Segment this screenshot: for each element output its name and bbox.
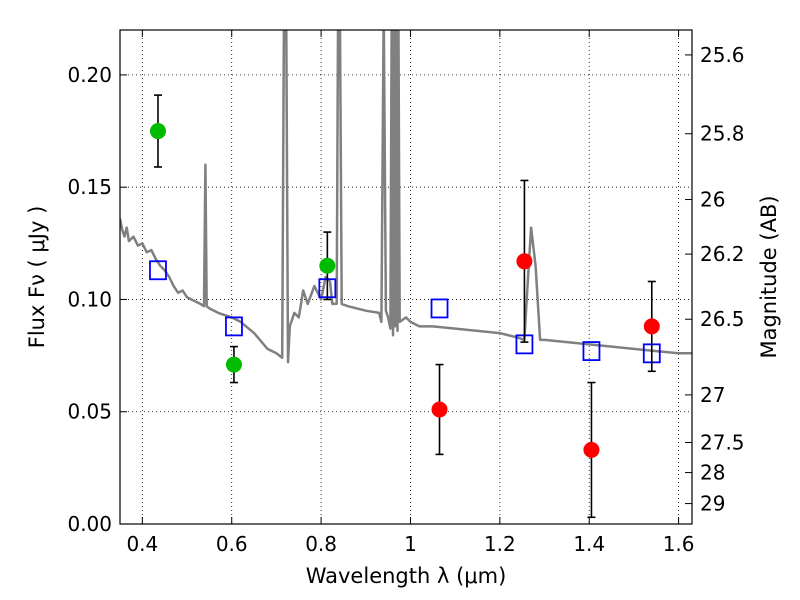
- observed-flux-point: [431, 401, 448, 418]
- plot-frame: [119, 29, 693, 525]
- model-spectrum-line: [120, 30, 692, 364]
- observed-flux-point: [516, 253, 533, 270]
- y-axis-label: Flux Fν ( μJy ): [25, 206, 49, 349]
- observed-flux-point: [149, 123, 166, 140]
- x-tick-label: 1: [404, 532, 417, 556]
- model-photometry-square: [582, 341, 601, 362]
- x-tick-label: 1.2: [484, 532, 516, 556]
- model-photometry-square: [430, 298, 449, 319]
- y2-tick-label: 27: [700, 383, 725, 407]
- spectrum-layer: [120, 30, 692, 364]
- y2-tick-label: 26: [700, 188, 725, 212]
- y-tick-label: 0.00: [67, 512, 112, 536]
- y-tick-label: 0.05: [67, 400, 112, 424]
- model-photometry-square: [149, 260, 167, 281]
- y2-tick-label: 27.5: [700, 430, 745, 454]
- y2-axis-label: Magnitude (AB): [757, 195, 781, 358]
- observed-flux-point: [319, 257, 336, 274]
- x-tick-label: 0.4: [126, 532, 158, 556]
- y2-tick-label: 26.2: [700, 242, 745, 266]
- y2-tick-label: 25.8: [700, 122, 745, 146]
- x-tick-label: 1.6: [663, 532, 695, 556]
- y-tick-label: 0.15: [67, 175, 112, 199]
- x-tick-label: 0.8: [305, 532, 337, 556]
- x-tick-label: 0.6: [216, 532, 248, 556]
- x-tick-label: 1.4: [573, 532, 605, 556]
- y2-tick-label: 25.6: [700, 43, 745, 67]
- axis-ticks: 0.4 0.6 0.8 1 1.2 1.4 1.6 0.00 0.05 0.10 0.15 0.20 2…: [67, 30, 745, 556]
- y-tick-label: 0.10: [67, 287, 112, 311]
- observed-flux-point: [583, 441, 600, 458]
- x-axis-label: Wavelength λ (μm): [306, 564, 507, 588]
- observed-flux-point: [643, 318, 660, 335]
- y2-tick-label: 29: [700, 492, 725, 516]
- y2-tick-label: 26.5: [700, 307, 745, 331]
- y2-tick-label: 28: [700, 461, 725, 485]
- data-points-layer: [149, 94, 661, 519]
- observed-flux-point: [225, 356, 242, 373]
- model-photometry-square: [225, 316, 243, 337]
- y-tick-label: 0.20: [67, 63, 112, 87]
